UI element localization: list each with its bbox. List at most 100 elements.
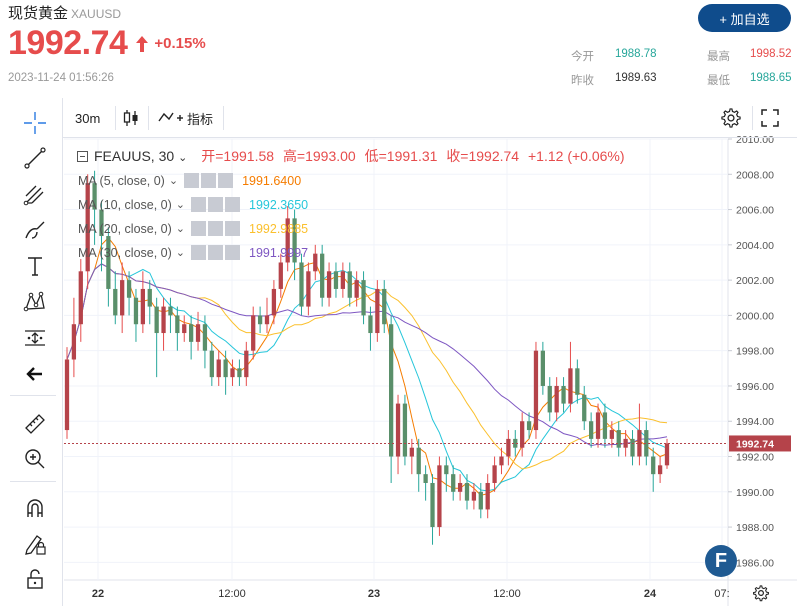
close-icon[interactable] bbox=[225, 221, 241, 236]
ma-row: MA (5, close, 0) ⌄ 1991.6400 bbox=[78, 173, 301, 188]
y-tick-label: 2004.00 bbox=[736, 240, 774, 252]
candle bbox=[526, 412, 532, 439]
crosshair-icon[interactable] bbox=[22, 110, 48, 136]
instrument-title: 现货黄金 XAUUSD bbox=[8, 2, 121, 23]
y-tick-label: 2008.00 bbox=[736, 169, 774, 181]
candle bbox=[609, 421, 614, 448]
interval-selector[interactable]: 30m bbox=[75, 110, 101, 126]
eye-icon[interactable] bbox=[191, 245, 207, 260]
pattern-icon[interactable] bbox=[22, 289, 48, 315]
legend-close: 收=1992.74 bbox=[446, 148, 520, 164]
candle-body bbox=[154, 306, 159, 334]
candle-body bbox=[340, 271, 345, 289]
settings-gear-icon[interactable] bbox=[720, 98, 742, 138]
back-arrow-icon[interactable] bbox=[22, 361, 48, 387]
measure-icon[interactable] bbox=[22, 325, 48, 351]
candle bbox=[485, 474, 490, 519]
lock-icon[interactable] bbox=[22, 566, 48, 592]
candle bbox=[457, 474, 463, 501]
candle-body bbox=[471, 491, 477, 501]
candle-type-icon[interactable] bbox=[123, 98, 139, 138]
candle-body bbox=[257, 315, 263, 325]
trend-line-icon[interactable] bbox=[22, 145, 48, 171]
candle bbox=[271, 280, 277, 325]
add-watchlist-button[interactable]: + 加自选 bbox=[698, 4, 791, 32]
candle bbox=[175, 306, 180, 351]
candle-body bbox=[492, 465, 497, 483]
eye-icon[interactable] bbox=[184, 173, 200, 188]
gear-icon[interactable] bbox=[208, 245, 224, 260]
stat-prevclose-label: 昨收 bbox=[571, 75, 594, 87]
candle bbox=[113, 271, 118, 325]
x-tick-label: 12:00 bbox=[218, 588, 246, 600]
candle bbox=[361, 271, 366, 325]
candle-body bbox=[602, 412, 608, 439]
stat-high-value: 1998.52 bbox=[750, 48, 792, 60]
candle bbox=[223, 350, 228, 395]
candle-body bbox=[106, 236, 111, 289]
close-icon[interactable] bbox=[218, 173, 234, 188]
ma-label[interactable]: MA (5, close, 0) bbox=[78, 173, 165, 188]
text-icon[interactable] bbox=[22, 253, 48, 279]
candle bbox=[409, 438, 414, 475]
ma-label[interactable]: MA (20, close, 0) bbox=[78, 221, 172, 236]
y-tick-label: 1998.00 bbox=[736, 346, 774, 358]
stat-low-value: 1988.65 bbox=[750, 72, 792, 84]
chevron-down-icon[interactable]: ⌄ bbox=[175, 199, 186, 211]
y-tick-label: 1996.00 bbox=[736, 381, 774, 393]
lock-draw-icon[interactable] bbox=[22, 531, 48, 557]
candle-body bbox=[354, 280, 359, 298]
candle-body bbox=[513, 438, 518, 448]
candle-body bbox=[306, 271, 311, 307]
fullscreen-icon[interactable] bbox=[760, 98, 780, 138]
pitchfork-icon[interactable] bbox=[22, 181, 48, 207]
gear-icon[interactable] bbox=[208, 197, 224, 212]
drawing-toolbar bbox=[0, 98, 63, 606]
ruler-icon[interactable] bbox=[22, 411, 48, 437]
eye-icon[interactable] bbox=[191, 197, 207, 212]
candle bbox=[333, 262, 339, 298]
candle bbox=[182, 315, 187, 342]
candle-body bbox=[464, 482, 470, 501]
indicators-label: 指标 bbox=[187, 111, 214, 127]
candle-body bbox=[595, 412, 601, 439]
candle-body bbox=[637, 430, 642, 457]
candle bbox=[120, 262, 125, 334]
brush-icon[interactable] bbox=[22, 217, 48, 243]
candle bbox=[299, 253, 304, 316]
gear-icon[interactable] bbox=[201, 173, 217, 188]
ma-label[interactable]: MA (10, close, 0) bbox=[78, 197, 172, 212]
chevron-down-icon[interactable]: ⌄ bbox=[175, 247, 186, 259]
candle-body bbox=[657, 465, 663, 475]
gear-icon[interactable] bbox=[208, 221, 224, 236]
chevron-down-icon[interactable]: ⌄ bbox=[178, 152, 188, 164]
chart-top-toolbar: 30m 指标 bbox=[63, 98, 797, 138]
chevron-down-icon[interactable]: ⌄ bbox=[168, 175, 179, 187]
last-price-label: 1992.74 bbox=[736, 438, 774, 450]
candle-body bbox=[540, 350, 545, 386]
candle-body bbox=[209, 350, 214, 378]
candle bbox=[320, 244, 325, 307]
candle-body bbox=[416, 447, 421, 475]
axis-settings-gear-icon[interactable] bbox=[752, 584, 770, 602]
candle bbox=[209, 341, 214, 386]
collapse-icon[interactable] bbox=[77, 151, 88, 162]
legend-symbol[interactable]: FEAUUS, 30 bbox=[94, 148, 175, 164]
candle bbox=[340, 262, 345, 298]
close-icon[interactable] bbox=[225, 245, 241, 260]
ma-label[interactable]: MA (30, close, 0) bbox=[78, 245, 172, 260]
y-tick-label: 1986.00 bbox=[736, 557, 774, 569]
candle bbox=[382, 280, 387, 334]
candle-body bbox=[189, 324, 194, 342]
candle bbox=[354, 271, 359, 307]
candle-body bbox=[499, 456, 504, 466]
eye-icon[interactable] bbox=[191, 221, 207, 236]
close-icon[interactable] bbox=[225, 197, 241, 212]
zoom-in-icon[interactable] bbox=[22, 446, 48, 472]
y-tick-label: 1990.00 bbox=[736, 487, 774, 499]
indicators-button[interactable]: 指标 bbox=[158, 98, 213, 138]
chevron-down-icon[interactable]: ⌄ bbox=[175, 223, 186, 235]
candle-body bbox=[423, 474, 428, 483]
magnet-icon[interactable] bbox=[22, 496, 48, 522]
